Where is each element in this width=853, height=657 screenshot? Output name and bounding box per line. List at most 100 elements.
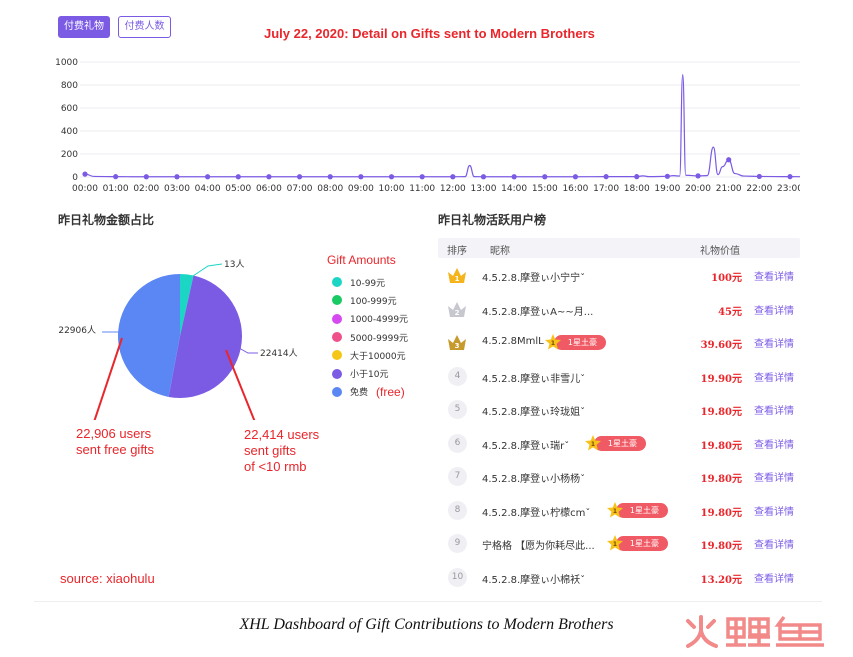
tab-paid-users[interactable]: 付费人数 [118, 16, 171, 38]
x-tick-label: 07:00 [287, 184, 313, 194]
user-nickname[interactable]: 4.5.2.8.摩登ぃ小杨杨ˇ [482, 474, 586, 485]
view-details-link[interactable]: 查看详情 [754, 406, 794, 417]
series-point[interactable] [511, 174, 517, 180]
series-point[interactable] [113, 174, 119, 180]
user-nickname[interactable]: 4.5.2.8.摩登ぃ瑞rˇ [482, 440, 570, 452]
y-tick-label: 600 [61, 104, 78, 114]
pie-slice[interactable] [168, 275, 243, 398]
gift-value: 19.80元 [700, 474, 742, 485]
legend-item[interactable]: 5000-9999元 [332, 328, 408, 346]
series-point[interactable] [419, 174, 425, 180]
user-nickname[interactable]: 宁格格 【愿为你耗尽此... [482, 541, 595, 552]
series-point[interactable] [756, 173, 762, 180]
series-point[interactable] [572, 174, 579, 180]
series-point[interactable] [235, 174, 241, 180]
rank-number: 8 [448, 500, 467, 520]
star-icon: 1 [585, 434, 601, 450]
view-details-link[interactable]: 查看详情 [754, 339, 794, 350]
user-nickname[interactable]: 4.5.2.8MmlL [482, 336, 544, 347]
series-point[interactable] [726, 157, 732, 163]
x-tick-label: 14:00 [501, 184, 527, 194]
x-tick-label: 04:00 [195, 184, 221, 194]
gift-value: 100元 [711, 273, 742, 284]
vip-badge-label: 1星土豪 [616, 502, 668, 518]
legend-label: 5000-9999元 [350, 333, 409, 344]
view-details-link[interactable]: 查看详情 [754, 573, 794, 585]
view-details-link[interactable]: 查看详情 [754, 540, 794, 551]
legend-item[interactable]: 免费 (free) [332, 383, 408, 401]
vip-star-number: 1 [591, 441, 595, 448]
x-tick-label: 05:00 [225, 184, 251, 194]
pie-section-title: 昨日礼物金额占比 [58, 213, 155, 227]
x-tick-label: 18:00 [624, 184, 650, 194]
series-point[interactable] [695, 173, 701, 179]
view-details-link[interactable]: 查看详情 [754, 473, 794, 484]
annotation-small-line-3: of <10 rmb [244, 459, 307, 474]
x-tick-label: 22:00 [746, 184, 772, 194]
series-point[interactable] [82, 171, 88, 177]
ranking-row: 2 4.5.2.8.摩登ぃA~~月... 45元 查看详情 [438, 293, 800, 327]
series-point[interactable] [542, 174, 548, 180]
series-point[interactable] [388, 174, 395, 180]
annotation-free-users: 22,906 users sent free gifts [76, 426, 154, 458]
user-nickname[interactable]: 4.5.2.8.摩登ぃ玲珑姐ˇ [482, 407, 586, 418]
view-details-link[interactable]: 查看详情 [754, 305, 794, 317]
legend-swatch [332, 313, 342, 324]
ranking-table-header: 排序 昵称 礼物价值 [438, 238, 800, 258]
legend-item[interactable]: 10-99元 [332, 273, 408, 291]
series-point[interactable] [787, 174, 793, 180]
series-point[interactable] [327, 174, 333, 180]
annotation-free-line-2: sent free gifts [76, 442, 155, 457]
series-point[interactable] [664, 173, 670, 179]
star-icon: 1 [545, 334, 561, 350]
tab-paid-gifts[interactable]: 付费礼物 [58, 16, 110, 38]
series-point[interactable] [174, 174, 180, 180]
user-nickname[interactable]: 4.5.2.8.摩登ぃA~~月... [482, 306, 594, 318]
y-tick-label: 400 [61, 127, 78, 137]
x-tick-label: 00:00 [72, 184, 98, 194]
pie-legend: 10-99元 100-999元 1000-4999元 5000-9999元大于1000… [332, 273, 408, 401]
silver-crown-icon: 2 [448, 301, 466, 317]
legend-item[interactable]: 1000-4999元 [332, 310, 408, 328]
view-details-link[interactable]: 查看详情 [754, 272, 794, 283]
view-details-link[interactable]: 查看详情 [754, 439, 794, 451]
series-point[interactable] [480, 174, 487, 180]
gift-value: 13.20元 [700, 574, 742, 586]
user-nickname[interactable]: 4.5.2.8.摩登ぃ小棉袄ˇ [482, 574, 586, 586]
y-tick-label: 0 [72, 173, 78, 183]
user-nickname[interactable]: 4.5.2.8.摩登ぃ小宁宁ˇ [482, 273, 586, 284]
series-point[interactable] [450, 174, 456, 180]
series-point[interactable] [143, 174, 149, 180]
pie-label-leader [238, 347, 258, 354]
view-details-link[interactable]: 查看详情 [754, 506, 794, 518]
series-point[interactable] [266, 174, 272, 180]
ranking-row: 4 4.5.2.8.摩登ぃ非雪儿ˇ 19.90元 查看详情 [438, 360, 800, 394]
series-point[interactable] [358, 174, 364, 180]
pie-label-leader [192, 263, 223, 277]
ranking-title: 昨日礼物活跃用户榜 [438, 213, 547, 227]
user-nickname[interactable]: 4.5.2.8.摩登ぃ非雪儿ˇ [482, 373, 586, 385]
legend-item[interactable]: 大于10000元 [332, 346, 408, 364]
legend-swatch [332, 368, 342, 379]
gift-series-line [84, 74, 800, 178]
legend-item[interactable]: 100-999元 [332, 291, 408, 309]
legend-item[interactable]: 小于10元 [332, 364, 408, 382]
user-nickname[interactable]: 4.5.2.8.摩登ぃ柠檬cmˇ [482, 507, 591, 519]
gold-crown-icon: 1 [448, 268, 466, 283]
rank-number: 4 [448, 366, 467, 386]
gift-value: 19.80元 [700, 407, 742, 418]
annotation-arrow-free [93, 337, 123, 420]
series-point[interactable] [603, 174, 609, 180]
series-point[interactable] [296, 174, 303, 180]
pie-slice-label: 13人 [224, 259, 244, 270]
view-details-link[interactable]: 查看详情 [754, 372, 794, 384]
series-point[interactable] [634, 174, 640, 180]
legend-label: 10-99元 [350, 278, 386, 289]
pie-slice[interactable] [118, 274, 180, 397]
pie-slice[interactable] [180, 274, 194, 336]
annotation-small-gift-users: 22,414 users sent gifts of <10 rmb [244, 427, 319, 475]
header-rank: 排序 [447, 246, 467, 257]
series-point[interactable] [205, 174, 211, 180]
legend-label: 100-999元 [350, 296, 397, 307]
legend-label: 小于10元 [350, 370, 389, 381]
